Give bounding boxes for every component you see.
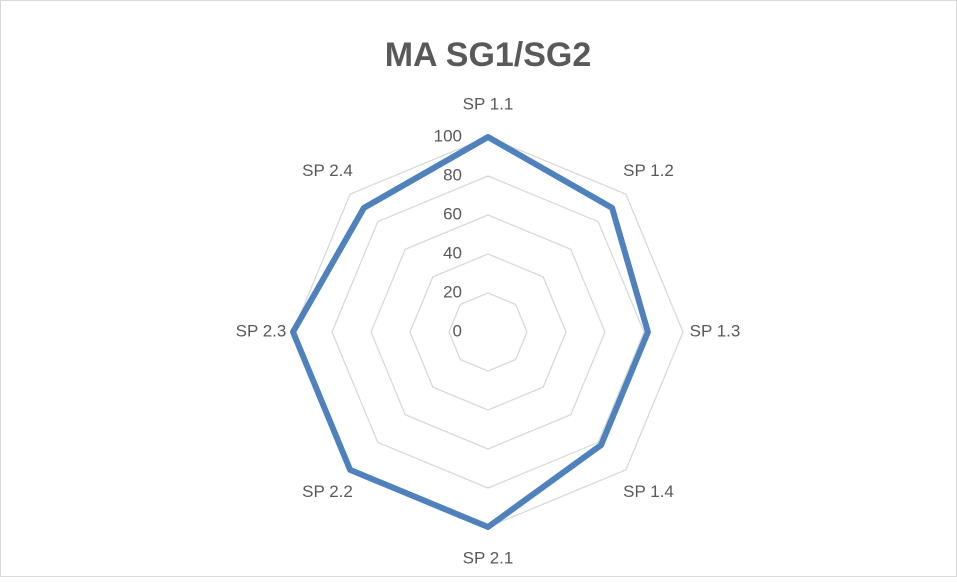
- category-label: SP 1.1: [463, 94, 514, 113]
- category-label: SP 1.4: [623, 482, 674, 501]
- grid-ring: [331, 175, 645, 489]
- category-label: SP 2.2: [302, 482, 353, 501]
- category-label: SP 2.1: [463, 548, 514, 567]
- y-tick-label: 20: [443, 282, 462, 301]
- category-label: SP 1.2: [623, 161, 674, 180]
- y-tick-label: 0: [453, 321, 462, 340]
- grid-ring: [409, 253, 567, 411]
- chart-title: MA SG1/SG2: [385, 36, 592, 74]
- category-label: SP 2.4: [302, 161, 353, 180]
- category-label: SP 1.3: [690, 321, 741, 340]
- grid-ring: [448, 292, 528, 372]
- y-tick-label: 60: [443, 204, 462, 223]
- series-line: [290, 134, 651, 530]
- y-tick-label: 40: [443, 243, 462, 262]
- y-tick-label: 100: [434, 126, 462, 145]
- y-tick-label: 80: [443, 165, 462, 184]
- grid-ring: [370, 214, 606, 450]
- category-label: SP 2.3: [236, 321, 287, 340]
